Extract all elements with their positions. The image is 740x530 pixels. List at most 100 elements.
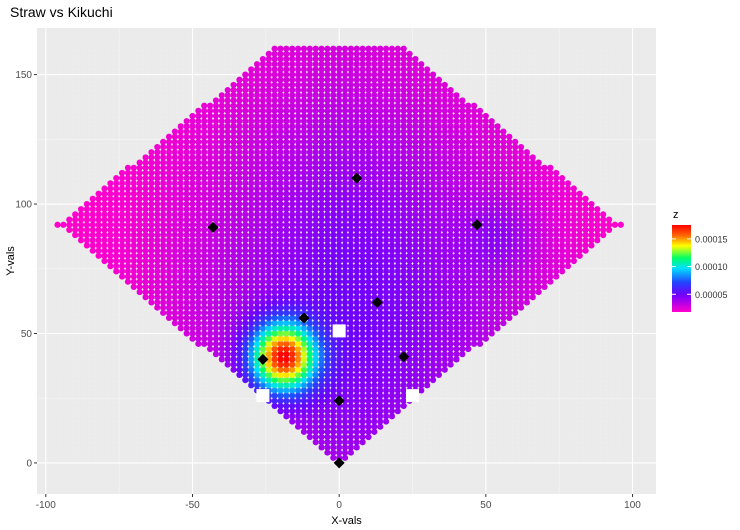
heatmap-cell: [253, 242, 261, 249]
heatmap-cell: [330, 123, 337, 130]
heatmap-cell: [400, 200, 407, 208]
heatmap-cell: [294, 309, 302, 316]
heatmap-cell: [283, 66, 290, 73]
heatmap-cell: [494, 237, 501, 244]
y-tick-label: 50: [21, 329, 33, 340]
heatmap-cell: [312, 123, 319, 130]
heatmap-cell: [148, 200, 155, 208]
heatmap-cell: [294, 392, 302, 399]
heatmap-cell: [453, 133, 460, 140]
heatmap-cell: [289, 418, 296, 425]
heatmap-cell: [459, 263, 466, 270]
heatmap-cell: [388, 402, 396, 410]
heatmap-cell: [236, 138, 243, 146]
heatmap-cell: [576, 195, 583, 202]
heatmap-cell: [242, 283, 249, 290]
heatmap-cell: [406, 149, 413, 156]
heatmap-cell: [371, 242, 378, 249]
heatmap-cell: [142, 252, 149, 259]
heatmap-cell: [183, 118, 190, 125]
x-tick-label: -100: [36, 500, 56, 511]
heatmap-cell: [183, 283, 190, 290]
heatmap-cell: [353, 143, 360, 151]
heatmap-cell: [347, 449, 355, 456]
heatmap-cell: [541, 278, 548, 285]
heatmap-cell: [113, 263, 120, 270]
heatmap-cell: [435, 87, 443, 94]
heatmap-cell: [418, 169, 425, 177]
heatmap-cell: [306, 268, 313, 275]
heatmap-cell: [206, 102, 214, 109]
heatmap-cell: [541, 216, 548, 223]
heatmap-cell: [341, 351, 349, 358]
heatmap-cell: [553, 169, 560, 177]
heatmap-cell: [406, 175, 413, 182]
heatmap-cell: [383, 154, 390, 161]
heatmap-cell: [324, 128, 331, 135]
heatmap-cell: [165, 283, 173, 290]
heatmap-cell: [230, 92, 237, 99]
heatmap-cell: [277, 408, 284, 415]
heatmap-cell: [259, 175, 266, 182]
heatmap-cell: [107, 232, 114, 239]
heatmap-cell: [195, 242, 202, 249]
heatmap-cell: [377, 387, 384, 394]
heatmap-cell: [242, 118, 249, 125]
heatmap-cell: [330, 257, 337, 265]
heatmap-cell: [341, 273, 349, 280]
heatmap-cell: [359, 66, 366, 73]
heatmap-cell: [453, 190, 460, 197]
heatmap-cell: [201, 299, 208, 306]
heatmap-cell: [324, 382, 331, 389]
heatmap-cell: [447, 242, 454, 249]
heatmap-cell: [359, 439, 366, 446]
heatmap-cell: [482, 221, 489, 228]
heatmap-cell: [406, 200, 413, 208]
heatmap-cell: [365, 257, 372, 265]
heatmap-cell: [429, 143, 437, 151]
heatmap-cell: [388, 335, 396, 342]
heatmap-cell: [224, 247, 231, 254]
heatmap-cell: [189, 200, 196, 208]
heatmap-cell: [306, 45, 313, 52]
heatmap-cell: [541, 247, 548, 254]
heatmap-cell: [388, 180, 396, 187]
heatmap-cell: [300, 387, 308, 394]
heatmap-cell: [435, 149, 443, 156]
heatmap-cell: [512, 216, 519, 223]
heatmap-cell: [347, 164, 355, 171]
heatmap-cell: [289, 185, 296, 192]
heatmap-cell: [289, 413, 296, 420]
square-marker: [256, 389, 270, 403]
heatmap-cell: [465, 325, 472, 332]
heatmap-cell: [406, 309, 413, 316]
heatmap-cell: [248, 361, 255, 368]
heatmap-cell: [294, 345, 302, 353]
heatmap-cell: [459, 314, 466, 322]
heatmap-cell: [412, 325, 419, 332]
heatmap-cell: [435, 263, 443, 270]
heatmap-cell: [535, 268, 542, 275]
heatmap-cell: [365, 107, 372, 114]
heatmap-cell: [212, 149, 220, 156]
heatmap-cell: [306, 361, 313, 368]
heatmap-cell: [224, 263, 231, 270]
heatmap-cell: [277, 273, 284, 280]
heatmap-cell: [89, 195, 96, 202]
heatmap-cell: [400, 268, 407, 275]
heatmap-cell: [471, 138, 478, 146]
heatmap-cell: [189, 195, 196, 202]
heatmap-cell: [171, 211, 178, 218]
heatmap-cell: [118, 273, 126, 280]
heatmap-cell: [242, 294, 249, 301]
heatmap-cell: [371, 149, 378, 156]
heatmap-cell: [206, 180, 214, 187]
heatmap-cell: [424, 314, 431, 322]
heatmap-cell: [517, 154, 525, 161]
heatmap-cell: [201, 185, 208, 192]
heatmap-cell: [183, 268, 190, 275]
heatmap-cell: [212, 242, 220, 249]
heatmap-cell: [218, 102, 225, 109]
heatmap-cell: [318, 159, 325, 166]
heatmap-cell: [506, 314, 513, 322]
